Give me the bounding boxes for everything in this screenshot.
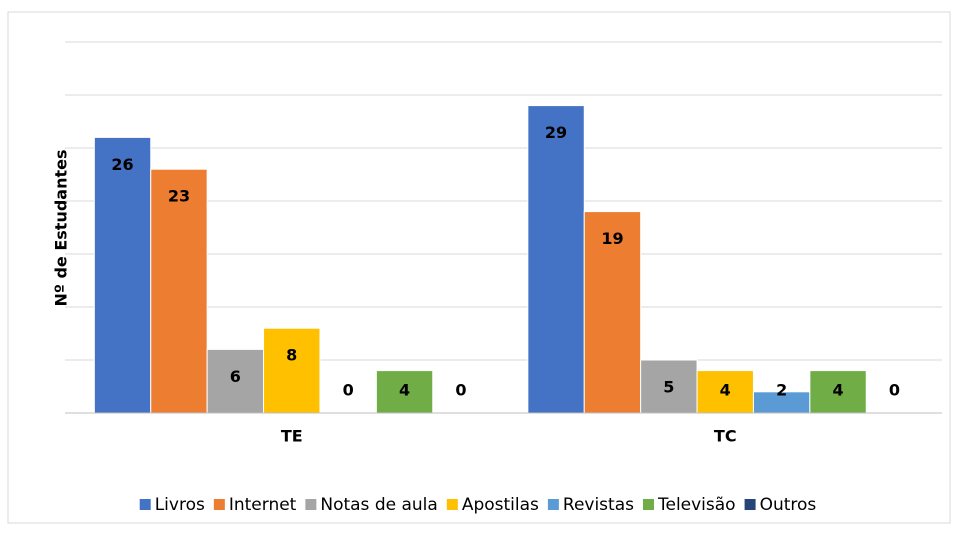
legend-label: Livros [155,495,205,515]
legend-swatch [744,499,756,510]
data-label: 0 [889,381,900,400]
data-label: 2 [776,381,787,400]
data-label: 5 [663,378,674,397]
x-tick-label: TE [281,427,303,446]
legend-label: Outros [760,495,817,515]
bar [583,211,642,414]
data-label: 26 [111,155,133,174]
data-label: 19 [601,229,623,248]
legend-swatch [547,499,559,510]
legend-label: Televisão [657,495,736,515]
data-label: 29 [545,123,567,142]
legend-label: Notas de aula [320,495,437,515]
legend-swatch [305,499,317,510]
data-label: 4 [832,381,843,400]
bar [527,105,585,414]
bar [150,168,208,414]
data-label: 4 [399,381,410,400]
legend-label: Revistas [563,495,634,515]
data-label: 4 [720,381,731,400]
data-label: 0 [343,381,354,400]
legend-label: Apostilas [462,495,539,515]
data-label: 6 [230,367,241,386]
data-label: 8 [286,346,297,365]
bar [263,327,321,414]
bar [809,370,867,414]
legend-swatch [139,499,151,510]
legend-swatch [642,499,654,510]
y-axis-label: Nº de Estudantes [52,149,71,306]
data-label: 0 [455,381,466,400]
bar [93,136,152,414]
x-tick-label: TC [714,427,737,446]
bar [375,370,434,414]
bar [696,370,754,414]
legend-swatch [446,499,458,510]
data-label: 23 [168,187,190,206]
legend-swatch [213,499,225,510]
legend-label: Internet [229,495,297,515]
